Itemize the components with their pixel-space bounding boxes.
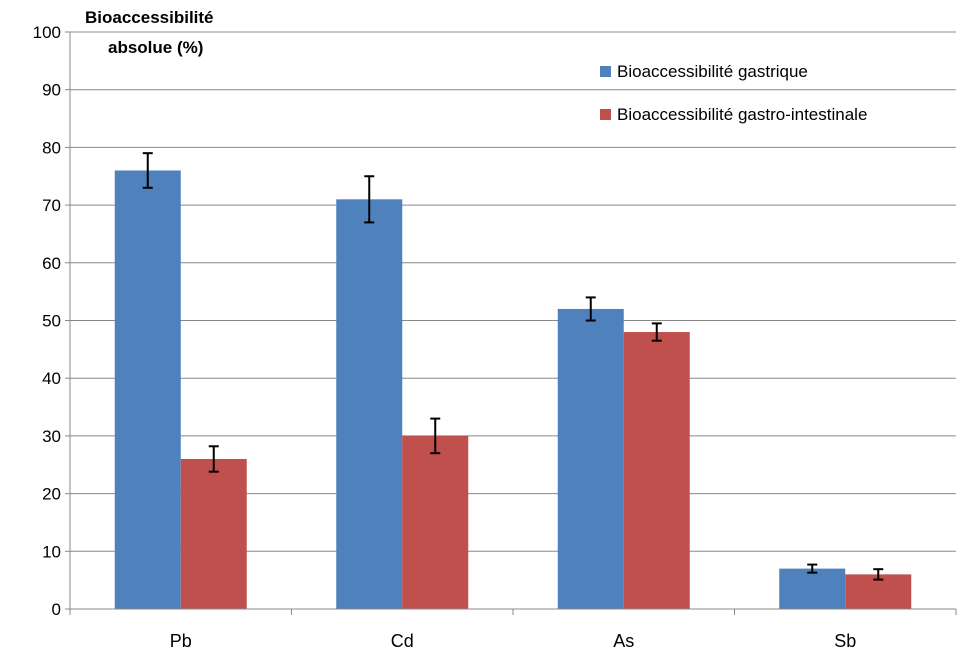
bar-pb-series-1 <box>114 170 181 610</box>
bars <box>114 170 912 610</box>
bar-sb-series-1 <box>779 568 846 609</box>
y-tick-label: 90 <box>42 81 61 100</box>
x-tick-label: Sb <box>834 631 856 651</box>
y-tick-label: 20 <box>42 485 61 504</box>
y-tick-label: 100 <box>33 23 61 42</box>
y-axis-title-line-1: Bioaccessibilité <box>85 8 214 27</box>
bar-pb-series-2 <box>180 458 247 609</box>
y-tick-label: 70 <box>42 196 61 215</box>
x-tick-label: Pb <box>170 631 192 651</box>
bar-cd-series-2 <box>402 435 469 609</box>
axes <box>69 32 957 615</box>
legend-swatch-1 <box>600 66 611 77</box>
error-bars <box>142 152 884 581</box>
legend-label-2: Bioaccessibilité gastro-intestinale <box>617 105 867 124</box>
bar-as-series-1 <box>557 308 624 609</box>
y-tick-label: 0 <box>52 600 61 619</box>
x-axis-labels: Pb Cd As Sb <box>170 631 857 651</box>
y-tick-label: 40 <box>42 369 61 388</box>
y-tick-label: 60 <box>42 254 61 273</box>
legend-label-1: Bioaccessibilité gastrique <box>617 62 808 81</box>
y-tick-label: 30 <box>42 427 61 446</box>
bar-as-series-2 <box>623 332 690 609</box>
y-axis-ticks: 0 10 20 30 40 50 60 70 80 90 100 <box>33 23 70 619</box>
x-tick-label: As <box>613 631 634 651</box>
x-tick-label: Cd <box>391 631 414 651</box>
bar-cd-series-1 <box>336 199 403 609</box>
y-tick-label: 50 <box>42 312 61 331</box>
legend: Bioaccessibilité gastrique Bioaccessibili… <box>600 62 867 124</box>
legend-swatch-2 <box>600 109 611 120</box>
y-tick-label: 10 <box>42 542 61 561</box>
y-axis-title-line-2: absolue (%) <box>108 38 203 57</box>
y-tick-label: 80 <box>42 138 61 157</box>
